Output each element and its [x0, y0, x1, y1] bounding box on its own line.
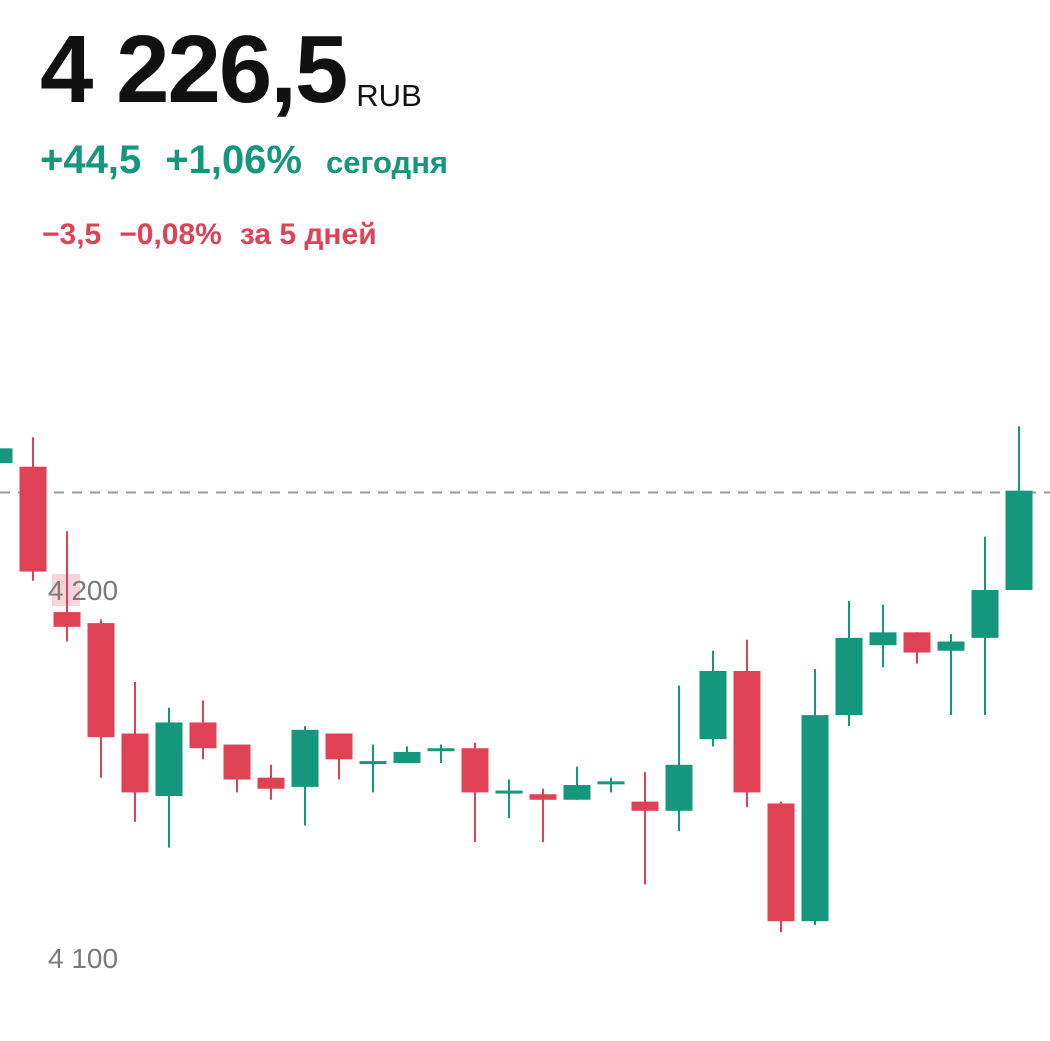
candle-up[interactable] [0, 430, 13, 496]
candle-down[interactable] [631, 772, 659, 885]
candle-body [631, 801, 659, 811]
candle-body [597, 781, 625, 785]
candle-body [189, 722, 217, 749]
candle-down[interactable] [223, 744, 251, 793]
change-5d-pct: −0,08% [119, 218, 222, 251]
candle-down[interactable] [733, 639, 761, 808]
candle-up[interactable] [291, 726, 319, 826]
change-today-label: сегодня [326, 145, 449, 180]
candle-body [291, 729, 319, 787]
candle-body [461, 748, 489, 793]
price-currency: RUB [356, 78, 422, 113]
candle-body [1005, 490, 1033, 590]
candle-up[interactable] [393, 746, 421, 763]
candle-up[interactable] [597, 777, 625, 793]
candle-body [699, 670, 727, 740]
candle-body [665, 764, 693, 811]
change-today-abs: +44,5 [40, 138, 142, 182]
candle-wick [576, 766, 578, 800]
candle-body [393, 751, 421, 763]
change-5d-abs: −3,5 [42, 218, 102, 251]
current-price: 4 226,5 [40, 16, 348, 123]
candle-down[interactable] [189, 700, 217, 760]
candle-body [801, 715, 829, 922]
candle-up[interactable] [699, 650, 727, 747]
candle-body [767, 803, 795, 922]
candle-wick [678, 685, 680, 832]
candle-up[interactable] [665, 685, 693, 832]
candle-body [0, 448, 13, 464]
candle-body [121, 733, 149, 793]
y-tick-label: 4 200 [48, 575, 118, 606]
candle-body [257, 777, 285, 789]
candle-up[interactable] [801, 669, 829, 925]
candle-wick [950, 634, 952, 716]
candle-wick [440, 744, 442, 763]
price-header: 4 226,5 RUB [40, 22, 422, 118]
change-five-days: −3,5 −0,08% за 5 дней [42, 218, 377, 252]
candle-down[interactable] [903, 632, 931, 664]
candle-up[interactable] [359, 744, 387, 793]
candle-down[interactable] [257, 764, 285, 800]
change-today-pct: +1,06% [165, 138, 302, 182]
candle-body [87, 623, 115, 738]
candle-up[interactable] [869, 604, 897, 668]
candle-body [869, 632, 897, 646]
candle-down[interactable] [121, 682, 149, 822]
candle-up[interactable] [155, 707, 183, 848]
change-today: +44,5 +1,06% сегодня [40, 138, 448, 183]
candle-body [835, 637, 863, 716]
candle-down[interactable] [529, 788, 557, 843]
candle-up[interactable] [563, 766, 591, 800]
candle-down[interactable] [19, 437, 47, 581]
candle-down[interactable] [767, 801, 795, 933]
candle-down[interactable] [461, 742, 489, 843]
candle-up[interactable] [427, 744, 455, 763]
candle-up[interactable] [495, 779, 523, 819]
candle-up[interactable] [835, 601, 863, 727]
candle-body [19, 466, 47, 572]
candle-body [53, 612, 81, 627]
candle-body [325, 733, 353, 760]
candle-body [903, 632, 931, 653]
candle-body [563, 785, 591, 800]
candle-body [155, 722, 183, 797]
candle-wick [542, 788, 544, 843]
candle-body [529, 794, 557, 800]
change-5d-label: за 5 дней [239, 218, 377, 251]
candle-up[interactable] [971, 536, 999, 716]
candle-down[interactable] [53, 531, 81, 642]
candle-body [495, 790, 523, 794]
y-tick-label: 4 100 [48, 943, 118, 974]
candle-wick [508, 779, 510, 819]
candle-up[interactable] [937, 634, 965, 716]
candle-body [733, 670, 761, 793]
candle-down[interactable] [87, 619, 115, 778]
candle-wick [372, 744, 374, 793]
candle-body [223, 744, 251, 780]
candle-up[interactable] [1005, 426, 1033, 590]
candle-body [427, 748, 455, 752]
candle-body [971, 590, 999, 638]
candle-wick [610, 777, 612, 793]
candle-wick [644, 772, 646, 885]
candle-wick [66, 531, 68, 642]
candle-body [359, 761, 387, 765]
candle-body [937, 641, 965, 651]
candle-down[interactable] [325, 733, 353, 780]
